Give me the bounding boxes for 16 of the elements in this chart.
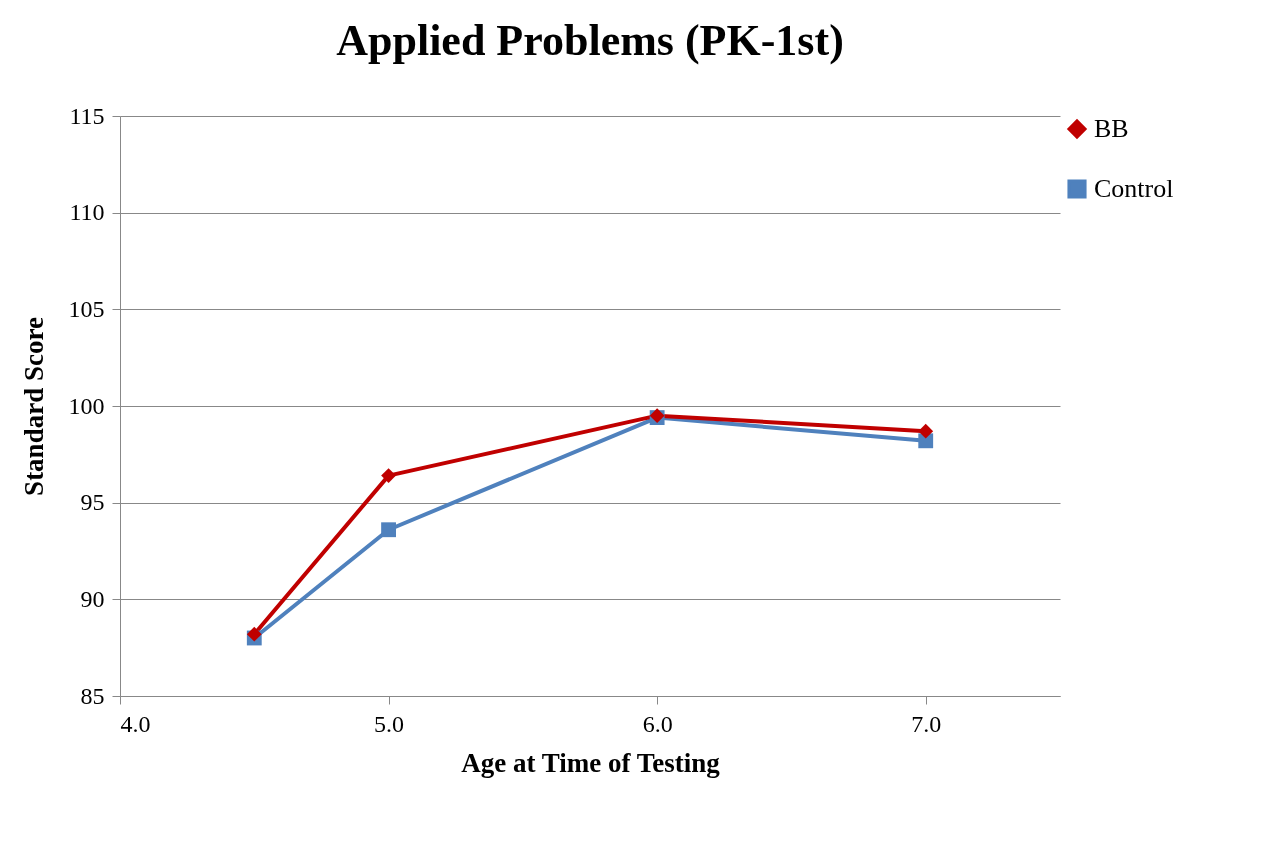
y-tick-label: 115 xyxy=(69,102,105,129)
y-tick-label: 90 xyxy=(80,585,105,612)
legend-label: Control xyxy=(1094,174,1174,203)
y-tick-label: 85 xyxy=(80,682,105,709)
y-axis-title: Standard Score xyxy=(18,317,49,496)
y-tick-label: 95 xyxy=(80,489,105,516)
x-tick-label: 7.0 xyxy=(911,710,942,737)
x-tick-label: 6.0 xyxy=(642,710,673,737)
chart-title: Applied Problems (PK-1st) xyxy=(336,16,844,65)
y-tick-label: 105 xyxy=(68,295,105,322)
legend-label: BB xyxy=(1094,114,1129,143)
y-tick-label: 110 xyxy=(69,199,105,226)
x-axis-title: Age at Time of Testing xyxy=(461,747,721,778)
x-tick-label: 5.0 xyxy=(374,710,405,737)
y-tick-label: 100 xyxy=(68,392,105,419)
x-tick-label: 4.0 xyxy=(120,710,151,737)
